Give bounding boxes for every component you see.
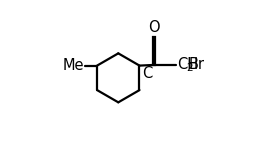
- Text: CH: CH: [177, 58, 198, 73]
- Text: Br: Br: [188, 58, 204, 73]
- Text: Me: Me: [63, 58, 84, 73]
- Text: O: O: [148, 20, 159, 35]
- Text: C: C: [142, 66, 152, 81]
- Text: 2: 2: [186, 63, 192, 73]
